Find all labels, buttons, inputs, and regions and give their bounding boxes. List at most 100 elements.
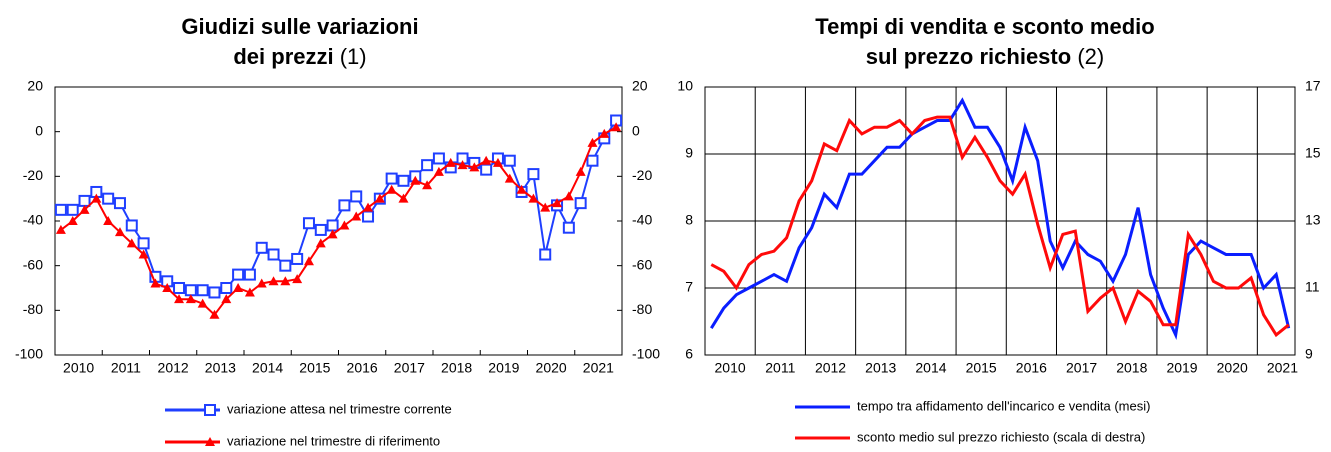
marker — [102, 192, 115, 205]
chart-title-line: Tempi di vendita e sconto medio — [815, 14, 1154, 39]
marker — [363, 202, 374, 212]
marker — [197, 298, 208, 308]
chart-title: sul prezzo richiesto (2) — [866, 44, 1104, 69]
marker — [314, 223, 327, 236]
legend-label: sconto medio sul prezzo richiesto (scala… — [857, 429, 1145, 444]
y2-tick-label: 15 — [1305, 145, 1321, 161]
marker — [256, 278, 267, 288]
y2-tick-label: -20 — [632, 167, 652, 183]
x-tick-label: 2016 — [347, 360, 378, 376]
marker — [204, 404, 216, 416]
marker — [233, 283, 244, 292]
x-tick-label: 2015 — [966, 360, 997, 376]
marker — [552, 198, 563, 208]
y2-tick-label: -40 — [632, 212, 652, 228]
marker — [385, 172, 398, 185]
x-tick-label: 2014 — [915, 360, 946, 376]
x-tick-label: 2013 — [865, 360, 896, 376]
marker — [504, 173, 515, 183]
marker — [586, 154, 599, 167]
marker — [184, 284, 197, 297]
markers — [55, 122, 622, 319]
series-line — [710, 97, 1291, 340]
marker — [339, 220, 350, 230]
marker — [196, 284, 209, 297]
marker — [113, 197, 126, 210]
y-tick-label: 7 — [685, 279, 693, 295]
marker — [574, 197, 587, 210]
marker — [527, 168, 540, 181]
marker — [221, 294, 232, 304]
marker — [480, 163, 493, 176]
x-tick-label: 2017 — [394, 360, 425, 376]
marker — [469, 162, 480, 172]
y-tick-label: 9 — [685, 145, 693, 161]
legend-label: tempo tra affidamento dell'incarico e ve… — [857, 398, 1150, 413]
marker — [397, 174, 410, 187]
x-tick-label: 2011 — [111, 360, 141, 376]
marker — [432, 152, 445, 165]
x-tick-label: 2012 — [158, 360, 189, 376]
marker — [291, 252, 304, 265]
marker — [66, 203, 79, 216]
marker — [445, 157, 456, 167]
marker — [292, 274, 303, 284]
marker — [386, 184, 397, 194]
marker — [125, 219, 138, 232]
title-note: (2) — [1077, 44, 1104, 69]
marker — [55, 224, 66, 234]
y2-tick-label: -100 — [632, 346, 660, 362]
chart-title: Giudizi sulle variazioni — [181, 14, 418, 39]
marker — [302, 217, 315, 230]
marker — [79, 204, 90, 214]
x-tick-label: 2011 — [765, 360, 795, 376]
chart-title: dei prezzi (1) — [233, 44, 366, 69]
marker — [137, 237, 150, 250]
marker — [398, 193, 409, 203]
x-tick-label: 2016 — [1016, 360, 1047, 376]
marker — [599, 128, 610, 138]
marker — [433, 166, 444, 176]
x-tick-label: 2012 — [815, 360, 846, 376]
marker — [220, 282, 233, 294]
marker — [267, 248, 280, 261]
marker — [173, 282, 186, 294]
x-tick-label: 2020 — [1217, 360, 1248, 376]
marker — [280, 276, 291, 286]
marker — [244, 287, 255, 297]
y2-tick-label: -60 — [632, 256, 652, 272]
marker — [103, 216, 114, 225]
marker — [611, 122, 622, 132]
chart-title: Tempi di vendita e sconto medio — [815, 14, 1154, 39]
y-tick-label: 10 — [677, 78, 693, 94]
y2-tick-label: 13 — [1305, 212, 1321, 228]
x-tick-label: 2010 — [715, 360, 746, 376]
legend-label: variazione attesa nel trimestre corrente — [227, 401, 452, 416]
marker — [255, 241, 268, 254]
marker — [516, 184, 527, 194]
marker — [126, 238, 137, 248]
y-tick-label: -20 — [23, 167, 43, 183]
marker — [279, 259, 292, 272]
chart-title-line: dei prezzi — [233, 44, 333, 69]
y2-tick-label: 0 — [632, 122, 640, 138]
x-tick-label: 2018 — [441, 360, 472, 376]
y-tick-label: -80 — [23, 301, 43, 317]
y-tick-label: -40 — [23, 212, 43, 228]
title-note: (1) — [340, 44, 367, 69]
x-tick-label: 2021 — [1267, 360, 1298, 376]
marker — [209, 309, 220, 319]
marker — [315, 238, 326, 248]
marker — [327, 229, 338, 239]
marker — [326, 219, 339, 232]
marker — [205, 437, 215, 446]
marker — [563, 191, 574, 201]
x-tick-label: 2017 — [1066, 360, 1097, 376]
y-tick-label: -60 — [23, 256, 43, 272]
marker — [138, 249, 149, 259]
marker — [587, 137, 598, 147]
marker — [374, 193, 385, 203]
x-tick-label: 2010 — [63, 360, 94, 376]
marker — [350, 190, 363, 203]
